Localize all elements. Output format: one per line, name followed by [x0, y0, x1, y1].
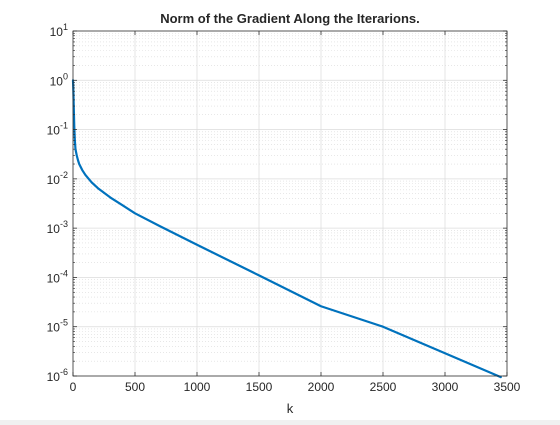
- x-tick-label: 2000: [308, 380, 335, 394]
- y-tick-label: 10-5: [47, 318, 68, 335]
- x-tick-label: 3500: [494, 380, 521, 394]
- x-axis-label: k: [287, 401, 294, 416]
- y-tick-label: 10-3: [47, 219, 68, 236]
- x-tick-label: 3000: [432, 380, 459, 394]
- x-tick-label: 1000: [184, 380, 211, 394]
- y-tick-label: 101: [50, 22, 68, 39]
- plot-background: [73, 31, 507, 376]
- axis-ticks: [72, 30, 508, 377]
- y-tick-label: 10-1: [47, 121, 68, 138]
- plot-box: [72, 30, 508, 377]
- series-layer: [71, 79, 502, 379]
- x-tick-label: 0: [70, 380, 77, 394]
- series-line: [71, 79, 502, 379]
- y-tick-labels: 10-6 10-5 10-4 10-3 10-2 10-1 100 101: [47, 22, 68, 384]
- x-tick-label: 500: [125, 380, 145, 394]
- y-tick-label: 10-2: [47, 170, 68, 187]
- x-tick-label: 1500: [246, 380, 273, 394]
- x-tick-labels: 0 500 1000 1500 2000 2500 3000 3500: [70, 380, 521, 394]
- minor-grid: [73, 32, 507, 362]
- chart-title: Norm of the Gradient Along the Iterarion…: [160, 11, 420, 26]
- y-tick-label: 100: [50, 71, 68, 88]
- y-tick-label: 10-6: [47, 367, 68, 384]
- y-tick-label: 10-4: [47, 268, 68, 285]
- x-tick-label: 2500: [370, 380, 397, 394]
